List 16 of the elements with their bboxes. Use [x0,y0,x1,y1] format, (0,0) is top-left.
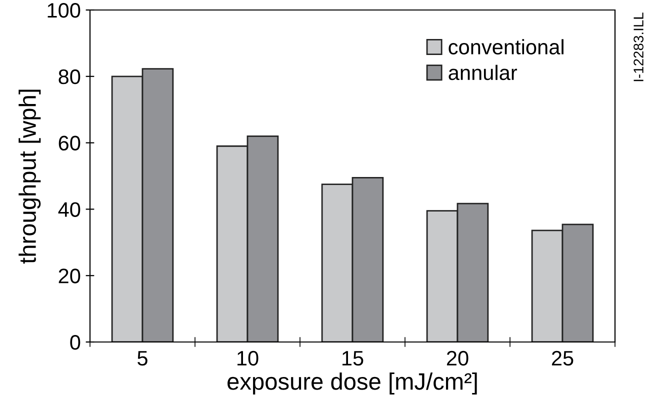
x-tick-label: 15 [342,351,364,366]
x-tick-label: 25 [552,350,574,366]
x-tick-label: 5 [138,351,148,366]
y-tick-label: 20 [58,268,80,284]
legend-label: annular [448,64,518,80]
y-tick-label: 80 [58,69,80,84]
y-tick-label: 60 [58,136,80,151]
text: I-12283.ILL [634,12,644,82]
x-tick-label: 10 [238,350,258,366]
y-tick-label: 100 [48,3,80,18]
x-axis-title: exposure dose [mJ/cm²] [228,372,477,395]
x-tick-label: 20 [446,350,468,366]
y-axis-title: throughput [wph] [18,90,41,264]
y-tick-label: 0 [70,335,80,350]
legend-label: conventional [448,39,564,54]
y-tick-label: 40 [58,202,80,217]
